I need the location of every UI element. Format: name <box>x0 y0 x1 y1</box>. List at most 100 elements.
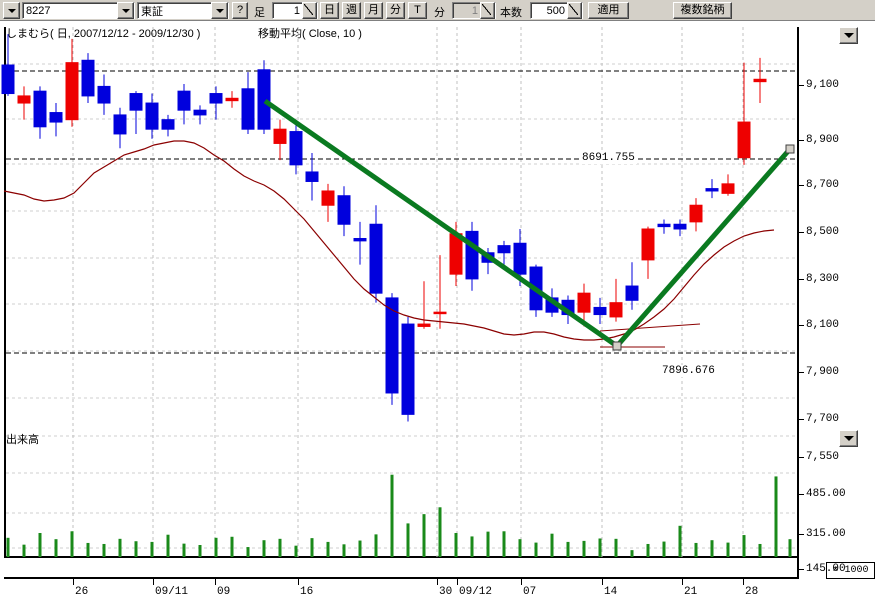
volume-bar <box>118 538 122 557</box>
time-axis-label: 14 <box>604 586 618 598</box>
price-axis-label: 8,700 <box>806 179 840 191</box>
period-button-tick[interactable]: T <box>408 2 427 19</box>
volume-bar <box>358 540 362 557</box>
candlestick <box>289 124 303 175</box>
candle-body <box>305 171 319 182</box>
candle-body <box>465 230 479 280</box>
candlestick <box>721 174 735 196</box>
price-axis-label: 7,700 <box>806 413 840 425</box>
time-axis-tick <box>743 578 744 585</box>
time-axis-tick <box>215 578 216 585</box>
candlestick <box>193 105 207 125</box>
price-axis-label: 9,100 <box>806 79 840 91</box>
price-axis-label: 8,100 <box>806 319 840 331</box>
symbol-code-combobox[interactable]: 8227 <box>22 2 135 19</box>
candlestick <box>657 219 671 234</box>
price-axis-label-tick <box>798 419 804 420</box>
volume-bar <box>70 531 74 557</box>
help-button[interactable]: ? <box>232 2 248 19</box>
period-button-week[interactable]: 週 <box>342 2 361 19</box>
time-axis-tick <box>457 578 458 585</box>
symbol-list-dropdown-button[interactable] <box>3 2 20 19</box>
volume-bar <box>182 543 186 557</box>
bar-count-spin-button[interactable] <box>567 2 582 19</box>
time-axis-label: 30 <box>439 586 453 598</box>
candlestick <box>753 57 767 104</box>
candlestick <box>113 107 127 149</box>
candle-body <box>273 128 287 144</box>
trendline-handle[interactable] <box>785 144 795 154</box>
period-button-day[interactable]: 日 <box>320 2 339 19</box>
candle-body <box>161 119 175 130</box>
bar-count-spinner[interactable]: 500 <box>530 2 583 19</box>
volume-bar <box>438 507 442 557</box>
chart-area[interactable]: しまむら( 日, 2007/12/12 - 2009/12/30 ) 移動平均(… <box>0 21 875 607</box>
volume-bar <box>294 545 298 557</box>
bar-interval-value: 1 <box>293 4 300 17</box>
volume-bar <box>694 542 698 557</box>
candlestick <box>97 74 111 115</box>
candlestick <box>177 84 191 125</box>
period-button-month[interactable]: 月 <box>364 2 383 19</box>
candle-body <box>193 109 207 116</box>
volume-bar <box>150 541 154 557</box>
volume-bar <box>774 476 778 557</box>
candlestick <box>257 60 271 134</box>
candlestick <box>353 221 367 265</box>
price-axis-label-tick <box>798 232 804 233</box>
apply-button[interactable]: 適用 <box>588 2 629 19</box>
price-scale-scroll-down-button[interactable] <box>839 27 858 44</box>
candle-body <box>385 297 399 394</box>
volume-scale-scroll-down-button[interactable] <box>839 430 858 447</box>
time-axis-label: 26 <box>75 586 89 598</box>
volume-bar <box>742 535 746 557</box>
volume-bar <box>406 523 410 557</box>
candle-body <box>705 188 719 192</box>
plot-right-border <box>797 27 799 579</box>
candle-body <box>593 306 607 316</box>
candlestick <box>65 38 79 127</box>
candle-body <box>177 90 191 111</box>
minute-interval-spinner[interactable]: 1 <box>452 2 496 19</box>
bar-interval-spinner[interactable]: 1 <box>272 2 318 19</box>
multi-symbol-button[interactable]: 複数銘柄 <box>673 2 732 19</box>
market-dropdown-arrow[interactable] <box>211 2 228 19</box>
bar-count-label: 本数 <box>500 7 522 19</box>
price-axis-label: 7,550 <box>806 451 840 463</box>
volume-bar <box>550 533 554 557</box>
support-line-value-label: 7896.676 <box>660 365 717 377</box>
time-axis-tick <box>682 578 683 585</box>
candle-body <box>625 285 639 301</box>
volume-bar <box>374 534 378 557</box>
candle-body <box>145 102 159 130</box>
candlestick <box>129 91 143 134</box>
candle-body <box>81 59 95 97</box>
volume-bar <box>86 542 90 557</box>
minute-interval-spin-button[interactable] <box>480 2 495 19</box>
candle-body <box>433 311 447 315</box>
candlestick <box>321 183 335 222</box>
candle-body <box>417 323 431 327</box>
period-button-minute[interactable]: 分 <box>386 2 405 19</box>
price-axis-label-tick <box>798 457 804 458</box>
price-axis-label: 7,900 <box>806 366 840 378</box>
candlestick <box>417 281 431 329</box>
bar-interval-spin-button[interactable] <box>302 2 317 19</box>
volume-axis-label: 145.00 <box>806 563 846 575</box>
candlestick <box>49 103 63 137</box>
candlestick <box>689 198 703 232</box>
volume-bar <box>102 543 106 557</box>
price-axis-label-tick <box>798 325 804 326</box>
volume-axis-label: 315.00 <box>806 528 846 540</box>
volume-bar <box>502 531 506 557</box>
bar-count-value: 500 <box>546 4 565 17</box>
chevron-down-icon <box>7 8 16 13</box>
trendline-handle[interactable] <box>612 341 622 351</box>
time-axis-label: 09 <box>217 586 231 598</box>
market-combobox[interactable]: 東証 <box>137 2 229 19</box>
volume-bar <box>454 533 458 557</box>
symbol-code-dropdown-arrow[interactable] <box>117 2 134 19</box>
volume-axis-label-tick <box>798 534 804 535</box>
chevron-down-icon <box>215 8 224 13</box>
